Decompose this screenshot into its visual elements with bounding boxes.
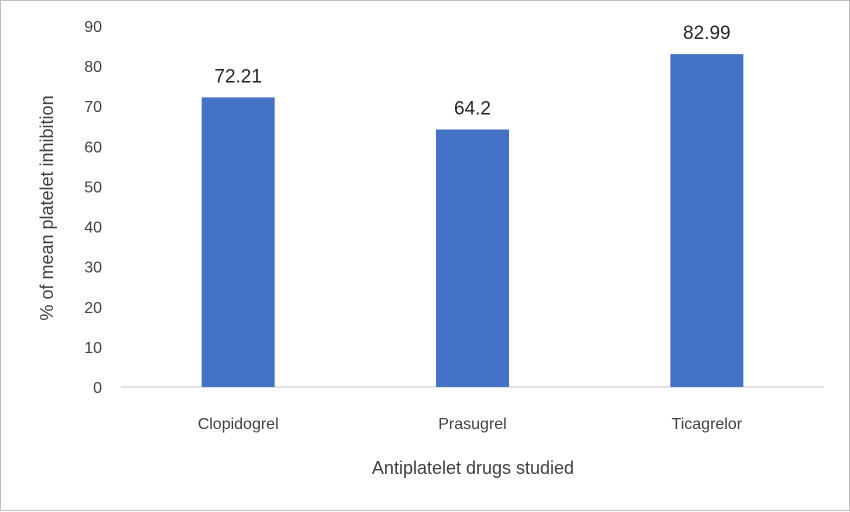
y-tick-label: 0 xyxy=(93,380,102,397)
bar-prasugrel xyxy=(436,129,509,387)
bar-ticagrelor xyxy=(670,54,744,387)
y-axis-ticks: 0 10 20 30 40 50 60 70 80 90 xyxy=(84,19,102,397)
data-labels: 72.21 64.2 82.99 xyxy=(214,23,730,119)
data-label: 82.99 xyxy=(683,23,731,44)
bar-clopidogrel xyxy=(201,97,275,387)
y-tick-label: 60 xyxy=(84,139,102,156)
category-label: Clopidogrel xyxy=(198,416,279,433)
y-tick-label: 30 xyxy=(84,260,102,277)
category-label: Ticagrelor xyxy=(672,416,743,433)
y-tick-label: 20 xyxy=(84,300,102,317)
x-axis-categories: Clopidogrel Prasugrel Ticagrelor xyxy=(198,416,743,433)
data-label: 64.2 xyxy=(454,98,491,119)
y-tick-label: 10 xyxy=(84,340,102,357)
x-axis-title: Antiplatelet drugs studied xyxy=(372,458,574,478)
y-tick-label: 80 xyxy=(84,59,102,76)
y-tick-label: 90 xyxy=(84,19,102,36)
y-axis-title: % of mean platelet inhibition xyxy=(37,95,57,320)
data-label: 72.21 xyxy=(214,66,262,87)
category-label: Prasugrel xyxy=(438,416,506,433)
bars xyxy=(201,54,744,387)
y-tick-label: 70 xyxy=(84,99,102,116)
y-tick-label: 50 xyxy=(84,179,102,196)
y-tick-label: 40 xyxy=(84,220,102,237)
